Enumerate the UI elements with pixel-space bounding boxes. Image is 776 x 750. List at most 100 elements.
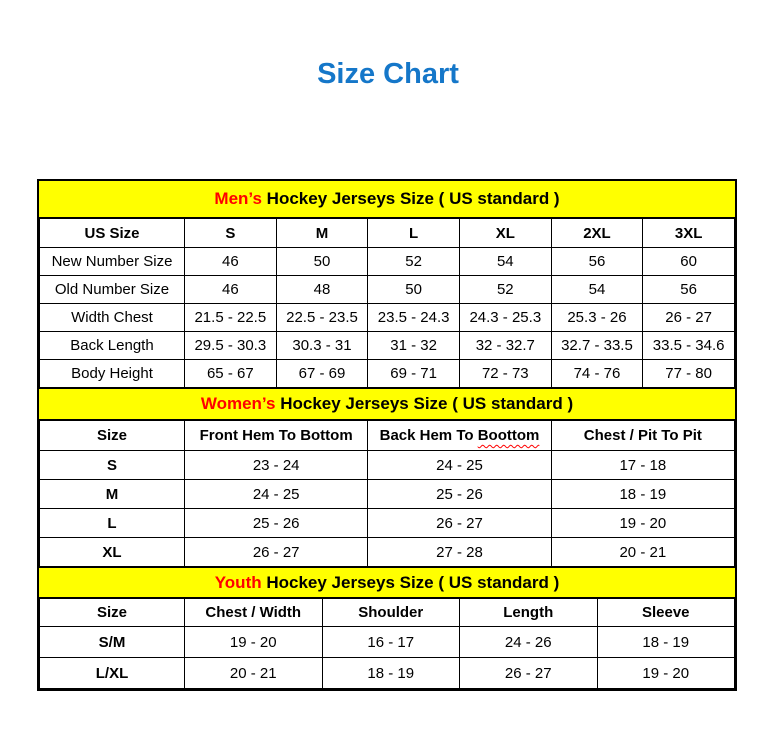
size-value: 56 bbox=[642, 275, 735, 304]
size-row: Width Chest 21.5 - 22.5 22.5 - 23.5 23.5 - … bbox=[39, 303, 735, 332]
column-header: 2XL bbox=[550, 218, 644, 248]
size-value: 50 bbox=[367, 275, 460, 304]
mens-size-table: US Size S M L XL 2XL 3XL New Number Size 46 50 52 5… bbox=[39, 218, 735, 388]
youth-section-header: Youth Hockey Jerseys Size ( US standard … bbox=[39, 567, 735, 598]
row-label: M bbox=[39, 479, 185, 509]
size-value: 24.3 - 25.3 bbox=[458, 303, 552, 332]
column-header: Chest / Pit To Pit bbox=[550, 420, 736, 451]
size-value: 26 - 27 bbox=[183, 537, 369, 567]
size-value: 17 - 18 bbox=[550, 450, 736, 480]
row-label: Body Height bbox=[39, 359, 185, 388]
size-row: L/XL 20 - 21 18 - 19 26 - 27 19 - 20 bbox=[39, 657, 735, 689]
size-value: 65 - 67 bbox=[184, 359, 277, 388]
column-header: S bbox=[184, 218, 277, 248]
column-header: US Size bbox=[39, 218, 185, 248]
row-label: Width Chest bbox=[39, 303, 185, 332]
row-label: L/XL bbox=[39, 657, 185, 689]
size-value: 19 - 20 bbox=[550, 508, 736, 538]
section-title-accent: Youth bbox=[214, 572, 262, 592]
size-value: 52 bbox=[367, 247, 460, 276]
row-label: S/M bbox=[39, 626, 185, 658]
column-header: Front Hem To Bottom bbox=[183, 420, 369, 451]
column-header: Shoulder bbox=[321, 598, 460, 627]
size-value: 18 - 19 bbox=[596, 626, 735, 658]
size-value: 20 - 21 bbox=[184, 657, 323, 689]
size-value: 54 bbox=[458, 247, 552, 276]
section-title-accent: Women’s bbox=[200, 394, 276, 413]
size-value: 19 - 20 bbox=[596, 657, 735, 689]
column-header: Back Hem To Boottom bbox=[367, 420, 552, 451]
size-value: 19 - 20 bbox=[184, 626, 323, 658]
size-value: 24 - 25 bbox=[183, 479, 369, 509]
size-value: 25.3 - 26 bbox=[550, 303, 644, 332]
size-value: 33.5 - 34.6 bbox=[642, 331, 735, 360]
size-row: XL 26 - 27 27 - 28 20 - 21 bbox=[39, 537, 736, 567]
size-value: 32 - 32.7 bbox=[458, 331, 552, 360]
size-value: 77 - 80 bbox=[642, 359, 735, 388]
column-header-row: Size Front Hem To Bottom Back Hem To Boott… bbox=[39, 420, 736, 451]
column-header: Size bbox=[39, 420, 185, 451]
page-title: Size Chart bbox=[317, 58, 459, 90]
size-value: 67 - 69 bbox=[275, 359, 369, 388]
size-value: 31 - 32 bbox=[367, 331, 460, 360]
size-value: 56 bbox=[550, 247, 644, 276]
size-value: 46 bbox=[184, 247, 277, 276]
size-value: 26 - 27 bbox=[367, 508, 552, 538]
size-value: 50 bbox=[275, 247, 369, 276]
size-value: 27 - 28 bbox=[367, 537, 552, 567]
size-row: Body Height 65 - 67 67 - 69 69 - 71 72 - 73 7… bbox=[39, 359, 735, 388]
size-row: Back Length 29.5 - 30.3 30.3 - 31 31 - 32 32… bbox=[39, 331, 735, 360]
column-header-row: Size Chest / Width Shoulder Length Sleeve bbox=[39, 598, 735, 627]
size-value: 24 - 26 bbox=[459, 626, 598, 658]
row-label: Back Length bbox=[39, 331, 185, 360]
size-row: Old Number Size 46 48 50 52 54 56 bbox=[39, 275, 735, 304]
size-value: 69 - 71 bbox=[367, 359, 460, 388]
size-value: 25 - 26 bbox=[183, 508, 369, 538]
size-value: 26 - 27 bbox=[459, 657, 598, 689]
size-value: 22.5 - 23.5 bbox=[275, 303, 369, 332]
size-value: 25 - 26 bbox=[367, 479, 552, 509]
column-header: XL bbox=[458, 218, 552, 248]
mens-section-header: Men’s Hockey Jerseys Size ( US standard … bbox=[39, 181, 735, 218]
size-row: M 24 - 25 25 - 26 18 - 19 bbox=[39, 479, 736, 509]
row-label: Old Number Size bbox=[39, 275, 185, 304]
size-value: 23.5 - 24.3 bbox=[367, 303, 460, 332]
size-value: 18 - 19 bbox=[321, 657, 460, 689]
size-row: L 25 - 26 26 - 27 19 - 20 bbox=[39, 508, 736, 538]
size-value: 21.5 - 22.5 bbox=[184, 303, 277, 332]
size-value: 46 bbox=[184, 275, 277, 304]
size-row: New Number Size 46 50 52 54 56 60 bbox=[39, 247, 735, 276]
section-title-text: Hockey Jerseys Size ( US standard ) bbox=[261, 572, 560, 592]
womens-size-table: Size Front Hem To Bottom Back Hem To Boott… bbox=[39, 420, 736, 567]
size-value: 20 - 21 bbox=[550, 537, 736, 567]
row-label: New Number Size bbox=[39, 247, 185, 276]
column-header-row: US Size S M L XL 2XL 3XL bbox=[39, 218, 735, 248]
column-header: Sleeve bbox=[596, 598, 735, 627]
size-row: S/M 19 - 20 16 - 17 24 - 26 18 - 19 bbox=[39, 626, 735, 658]
column-header-text: Back Hem To bbox=[379, 427, 478, 444]
size-value: 48 bbox=[275, 275, 369, 304]
column-header: Length bbox=[459, 598, 598, 627]
misspelled-word: Boottom bbox=[477, 427, 540, 444]
size-row: S 23 - 24 24 - 25 17 - 18 bbox=[39, 450, 736, 480]
size-value: 30.3 - 31 bbox=[275, 331, 369, 360]
size-value: 29.5 - 30.3 bbox=[184, 331, 277, 360]
size-value: 18 - 19 bbox=[550, 479, 736, 509]
womens-section-header: Women’s Hockey Jerseys Size ( US standar… bbox=[39, 388, 735, 420]
size-value: 52 bbox=[458, 275, 552, 304]
row-label: S bbox=[39, 450, 185, 480]
size-value: 24 - 25 bbox=[367, 450, 552, 480]
column-header: Chest / Width bbox=[184, 598, 323, 627]
row-label: XL bbox=[39, 537, 185, 567]
youth-size-table: Size Chest / Width Shoulder Length Sleeve S/M… bbox=[39, 598, 735, 689]
section-title-text: Hockey Jerseys Size ( US standard ) bbox=[261, 189, 560, 208]
row-label: L bbox=[39, 508, 185, 538]
size-value: 32.7 - 33.5 bbox=[550, 331, 644, 360]
column-header: L bbox=[367, 218, 460, 248]
size-value: 74 - 76 bbox=[550, 359, 644, 388]
size-value: 16 - 17 bbox=[321, 626, 460, 658]
size-value: 23 - 24 bbox=[183, 450, 369, 480]
size-tables: Men’s Hockey Jerseys Size ( US standard … bbox=[37, 179, 737, 691]
size-value: 60 bbox=[642, 247, 735, 276]
section-title-text: Hockey Jerseys Size ( US standard ) bbox=[275, 394, 574, 413]
